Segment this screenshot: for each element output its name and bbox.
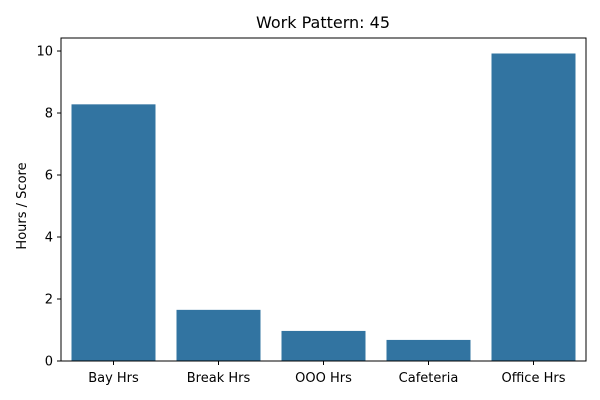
y-tick-label: 0: [45, 355, 53, 370]
bar-bay-hrs: [71, 104, 156, 361]
y-tick-label: 6: [45, 169, 53, 184]
y-tick-label: 8: [45, 107, 53, 122]
y-tick-label: 2: [45, 293, 53, 308]
bar-ooo-hrs: [281, 330, 366, 361]
x-tick-label: Bay Hrs: [88, 371, 139, 386]
y-ticks-group: 0 2 4 6 8 10: [36, 45, 61, 370]
bars-group: [71, 53, 576, 361]
y-tick-label: 4: [45, 231, 53, 246]
bar-office-hrs: [491, 53, 576, 361]
bar-cafeteria: [386, 339, 471, 361]
bar-break-hrs: [176, 309, 261, 361]
x-tick-label: OOO Hrs: [295, 371, 352, 386]
chart-title: Work Pattern: 45: [256, 13, 390, 32]
x-tick-label: Cafeteria: [399, 371, 459, 386]
y-tick-label: 10: [36, 45, 53, 60]
x-tick-label: Break Hrs: [187, 371, 251, 386]
x-tick-label: Office Hrs: [502, 371, 566, 386]
plot-frame: [60, 37, 587, 362]
x-ticks-group: Bay Hrs Break Hrs OOO Hrs Cafeteria Office H…: [88, 361, 566, 386]
y-axis-label: Hours / Score: [15, 162, 30, 249]
